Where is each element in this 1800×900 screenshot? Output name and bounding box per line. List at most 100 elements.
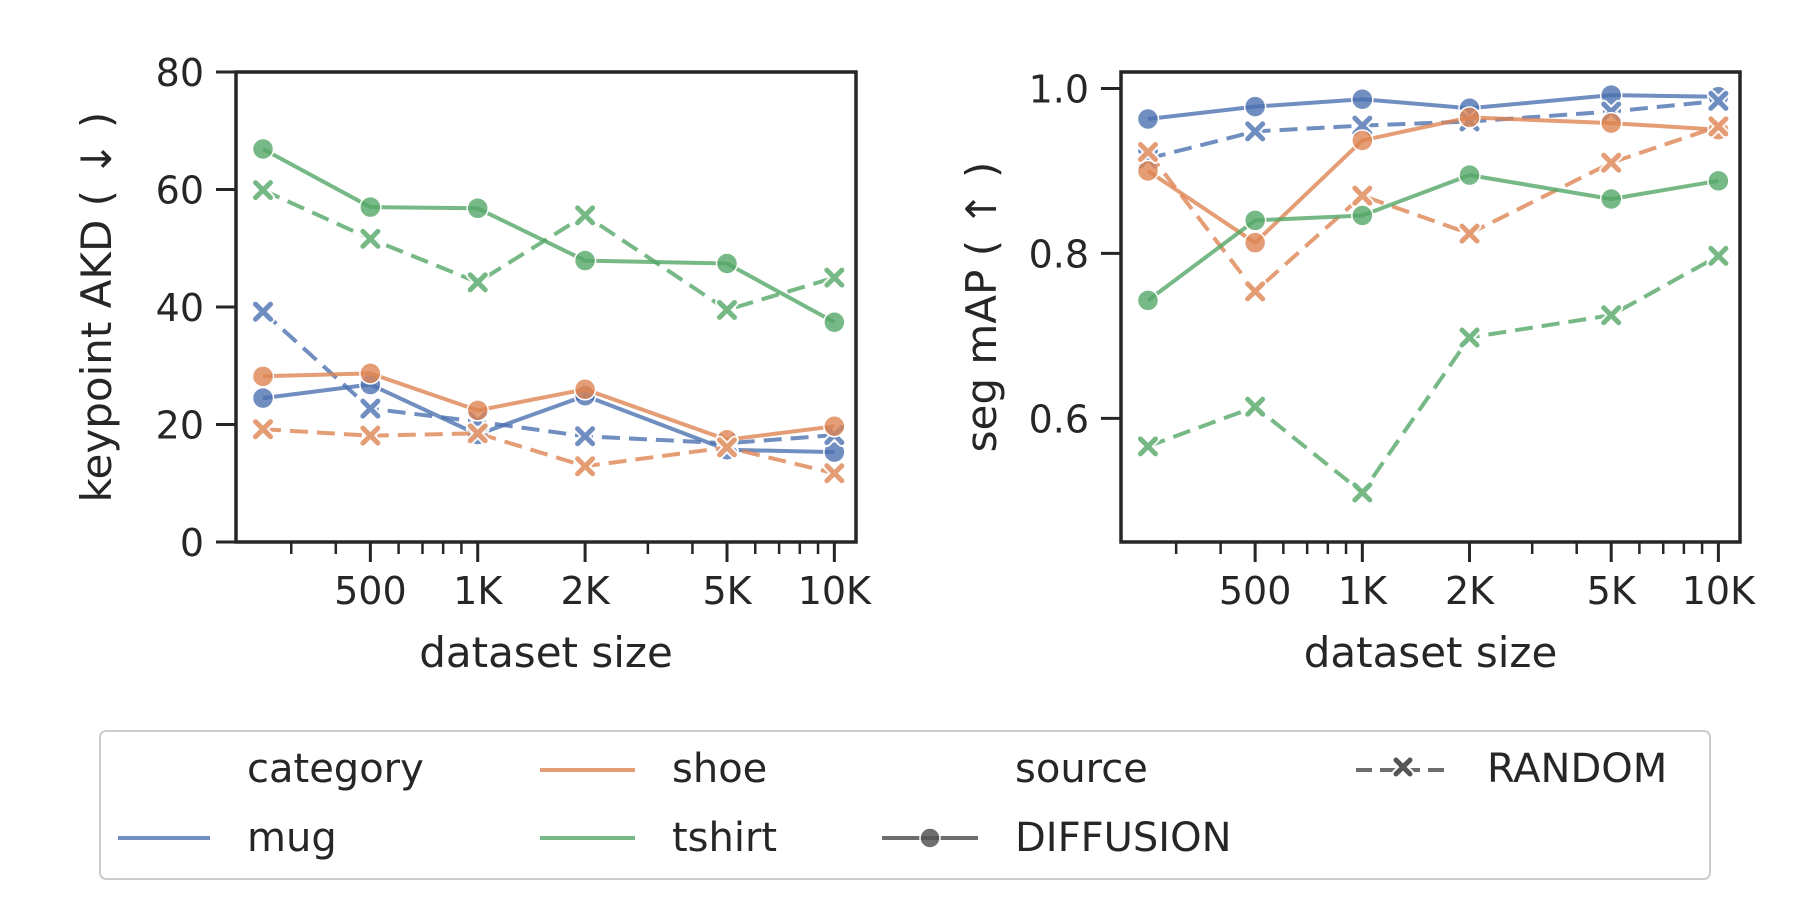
data-point-x xyxy=(822,265,847,290)
data-point-circle xyxy=(1136,289,1160,312)
data-point-x xyxy=(1706,114,1731,139)
series-line xyxy=(1147,93,1719,121)
legend-marker-diffusion xyxy=(882,827,978,849)
data-point-x xyxy=(1599,303,1624,328)
x-tick-label: 10K xyxy=(1682,569,1756,613)
data-point-circle xyxy=(1351,87,1374,111)
x-tick-label: 500 xyxy=(1219,569,1292,613)
data-point-circle xyxy=(1243,209,1267,232)
data-point-circle xyxy=(251,137,275,161)
data-point-x xyxy=(1457,325,1482,350)
series-group xyxy=(251,137,847,486)
data-point-circle xyxy=(359,195,382,219)
series-tshirt-random xyxy=(1135,243,1731,505)
data-point-circle xyxy=(1243,231,1267,254)
x-tick-label: 1K xyxy=(453,569,503,613)
series-tshirt-random xyxy=(251,178,847,322)
y-axis-label: keypoint AKD ( ↓ ) xyxy=(72,112,121,503)
y-tick-label: 40 xyxy=(156,286,204,330)
data-point-x xyxy=(1135,139,1160,164)
data-point-circle xyxy=(251,386,275,410)
legend-label-random: RANDOM xyxy=(1487,746,1667,792)
y-tick-label: 80 xyxy=(156,51,204,95)
data-point-circle xyxy=(359,362,382,385)
plot-frame xyxy=(234,70,858,544)
data-point-x xyxy=(1243,394,1268,419)
data-point-x xyxy=(1243,279,1268,304)
y-tick-label: 20 xyxy=(156,404,204,448)
legend-frame xyxy=(99,730,1711,880)
data-point-circle xyxy=(715,252,739,275)
data-point-circle xyxy=(466,197,489,220)
data-point-x xyxy=(251,299,276,324)
series-line xyxy=(1146,115,1719,245)
data-point-circle xyxy=(823,415,846,438)
data-point-circle xyxy=(823,311,846,334)
data-point-x xyxy=(1457,221,1482,246)
x-axis-label: dataset size xyxy=(419,628,673,677)
data-point-x xyxy=(822,461,847,486)
y-tick-label: 0.8 xyxy=(1029,232,1089,276)
series-group xyxy=(1135,83,1731,505)
series-tshirt-diffusion xyxy=(251,137,846,334)
series-mug-diffusion xyxy=(251,373,846,464)
series-mug-random xyxy=(251,299,847,456)
series-shoe-diffusion xyxy=(1136,106,1730,254)
data-point-x xyxy=(1135,434,1160,459)
y-tick-label: 0 xyxy=(180,521,204,565)
data-point-x xyxy=(1706,243,1731,268)
data-point-x xyxy=(358,423,383,448)
legend: category mug shoe tshirt source DIFFUSIO… xyxy=(99,730,1711,880)
series-tshirt-diffusion xyxy=(1136,163,1730,312)
data-point-x xyxy=(1350,480,1375,505)
data-point-circle xyxy=(823,440,846,464)
data-point-x xyxy=(1350,183,1375,208)
series-line xyxy=(1146,124,1720,294)
data-point-x xyxy=(573,203,598,228)
plot-keypoint-akd: 500 1K 2K 5K 10K 0 20 40 60 80 dataset size keypoin… xyxy=(72,51,872,677)
data-point-circle xyxy=(1707,169,1730,193)
legend-label-shoe: shoe xyxy=(672,746,767,792)
data-point-circle xyxy=(1458,106,1481,129)
data-point-x xyxy=(358,226,383,251)
data-point-circle xyxy=(1351,204,1374,227)
series-line xyxy=(1146,173,1719,303)
data-point-circle xyxy=(1599,111,1623,135)
x-tick-label: 2K xyxy=(1445,569,1495,613)
y-tick-label: 1.0 xyxy=(1029,67,1089,111)
x-tick-label: 5K xyxy=(702,569,752,613)
x-tick-label: 5K xyxy=(1587,569,1637,613)
data-point-x xyxy=(1599,150,1624,175)
legend-label-tshirt: tshirt xyxy=(672,815,777,861)
data-point-circle xyxy=(1351,129,1374,152)
x-tick-label: 500 xyxy=(334,569,407,613)
series-line xyxy=(262,147,836,325)
series-line xyxy=(262,427,835,476)
data-point-x xyxy=(714,297,739,322)
series-line xyxy=(261,310,835,446)
legend-marker-random xyxy=(1356,755,1450,779)
data-point-circle xyxy=(1136,107,1160,131)
data-point-circle xyxy=(1458,163,1481,187)
series-line xyxy=(1147,254,1720,495)
plot-frame xyxy=(1119,70,1742,544)
y-tick-label: 60 xyxy=(156,169,204,213)
x-tick-label: 2K xyxy=(561,569,611,613)
data-point-x xyxy=(1243,119,1268,144)
x-axis-label: dataset size xyxy=(1304,628,1558,677)
legend-title-source: source xyxy=(1015,746,1148,792)
legend-title-category: category xyxy=(247,746,424,792)
data-point-x xyxy=(358,396,383,421)
y-axis-label: seg mAP ( ↑ ) xyxy=(957,162,1006,453)
series-shoe-random xyxy=(251,417,847,486)
series-line xyxy=(262,371,835,442)
series-line xyxy=(262,188,835,312)
data-point-circle xyxy=(251,365,275,388)
data-point-x xyxy=(465,270,490,295)
data-point-x xyxy=(573,454,598,479)
series-shoe-diffusion xyxy=(251,362,846,452)
y-tick-label: 0.6 xyxy=(1029,397,1089,441)
data-point-x xyxy=(251,417,276,442)
data-point-x xyxy=(714,435,739,460)
